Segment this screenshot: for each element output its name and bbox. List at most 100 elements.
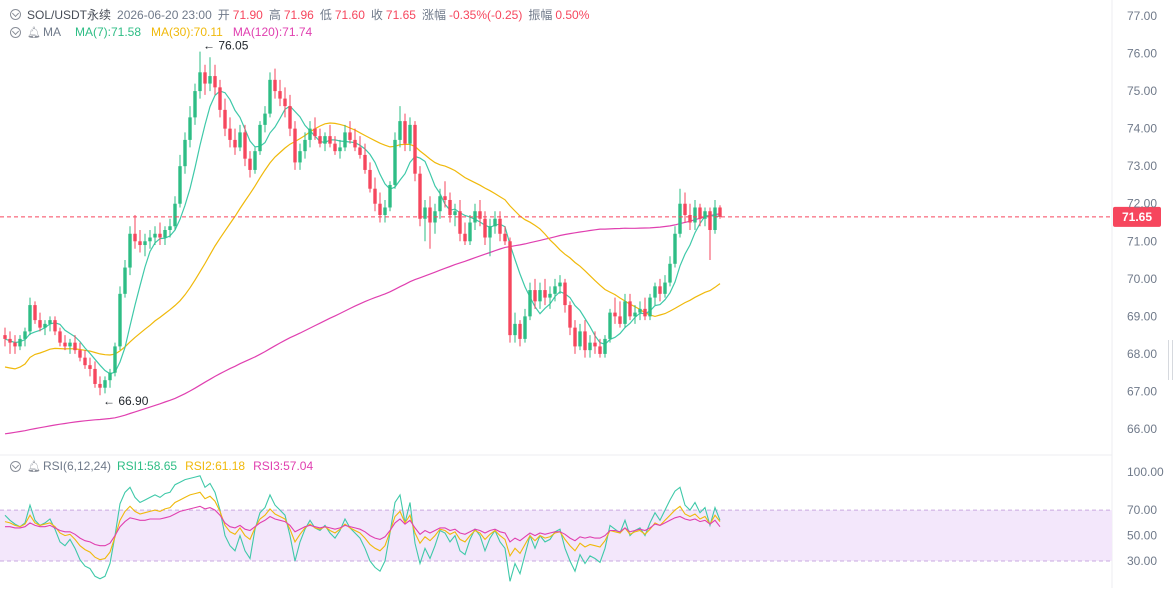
candle[interactable] — [618, 301, 622, 328]
candle[interactable] — [593, 331, 597, 354]
candle[interactable] — [643, 297, 647, 321]
candle[interactable] — [108, 368, 112, 388]
candle[interactable] — [263, 106, 267, 133]
candle[interactable] — [398, 106, 402, 148]
candle[interactable] — [118, 286, 122, 351]
candle[interactable] — [338, 139, 342, 159]
candle[interactable] — [403, 113, 407, 152]
candle[interactable] — [133, 214, 137, 249]
candle[interactable] — [68, 338, 72, 354]
candle[interactable] — [363, 143, 367, 174]
candle[interactable] — [303, 132, 307, 159]
collapse-chevron-icon[interactable] — [10, 9, 21, 20]
candle[interactable] — [613, 297, 617, 324]
candle[interactable] — [233, 128, 237, 155]
candle[interactable] — [563, 278, 567, 313]
candle[interactable] — [638, 301, 642, 321]
candle[interactable] — [543, 278, 547, 306]
candle[interactable] — [348, 121, 352, 144]
resize-handle[interactable] — [1168, 340, 1173, 380]
candle[interactable] — [273, 68, 277, 99]
candle[interactable] — [558, 275, 562, 294]
candle[interactable] — [553, 278, 557, 302]
candle[interactable] — [98, 376, 102, 396]
candle[interactable] — [368, 162, 372, 193]
candle[interactable] — [528, 282, 532, 321]
candle[interactable] — [183, 132, 187, 174]
candle[interactable] — [78, 342, 82, 362]
candle[interactable] — [18, 335, 22, 351]
candle[interactable] — [223, 98, 227, 137]
candle[interactable] — [253, 147, 257, 174]
candle[interactable] — [408, 117, 412, 152]
candle[interactable] — [678, 188, 682, 238]
candle[interactable] — [208, 57, 212, 92]
candle[interactable] — [663, 275, 667, 298]
candle[interactable] — [148, 230, 152, 249]
candle[interactable] — [483, 211, 487, 246]
candle[interactable] — [673, 226, 677, 268]
candle[interactable] — [578, 323, 582, 351]
candle[interactable] — [318, 128, 322, 148]
candle[interactable] — [278, 79, 282, 107]
candle[interactable] — [583, 320, 587, 358]
candle[interactable] — [198, 51, 202, 99]
candle[interactable] — [168, 218, 172, 238]
candle[interactable] — [438, 188, 442, 219]
candle[interactable] — [533, 278, 537, 309]
candle[interactable] — [508, 237, 512, 343]
collapse-chevron-icon[interactable] — [10, 26, 21, 38]
candle[interactable] — [53, 316, 57, 336]
candle[interactable] — [268, 72, 272, 118]
candle[interactable] — [328, 124, 332, 148]
candle[interactable] — [413, 121, 417, 182]
candle[interactable] — [488, 218, 492, 257]
candle[interactable] — [588, 335, 592, 358]
candle[interactable] — [388, 181, 392, 212]
candle[interactable] — [83, 350, 87, 369]
candle[interactable] — [113, 342, 117, 377]
candle[interactable] — [358, 136, 362, 159]
candle[interactable] — [283, 87, 287, 118]
bell-icon[interactable]: 🔔︎ — [27, 26, 41, 39]
candle[interactable] — [88, 357, 92, 377]
candle[interactable] — [648, 293, 652, 321]
candle[interactable] — [523, 308, 527, 343]
candle[interactable] — [608, 308, 612, 343]
candle[interactable] — [23, 327, 27, 347]
candle[interactable] — [323, 132, 327, 152]
candle[interactable] — [73, 335, 77, 354]
candle[interactable] — [128, 226, 132, 276]
candle[interactable] — [293, 121, 297, 170]
candle[interactable] — [573, 320, 577, 354]
candle[interactable] — [343, 124, 347, 152]
candle[interactable] — [153, 226, 157, 246]
candle[interactable] — [308, 121, 312, 148]
candle[interactable] — [138, 230, 142, 253]
candle[interactable] — [333, 136, 337, 155]
candle[interactable] — [163, 226, 167, 246]
candle[interactable] — [203, 64, 207, 95]
candle[interactable] — [8, 331, 12, 354]
candle[interactable] — [513, 312, 517, 343]
candle[interactable] — [668, 256, 672, 287]
candle[interactable] — [493, 211, 497, 234]
candle[interactable] — [218, 79, 222, 118]
candle[interactable] — [708, 207, 712, 261]
candle[interactable] — [448, 192, 452, 223]
candle[interactable] — [288, 94, 292, 137]
candle[interactable] — [258, 121, 262, 155]
candle[interactable] — [63, 335, 67, 351]
candle[interactable] — [423, 199, 427, 242]
candle[interactable] — [478, 199, 482, 227]
candle[interactable] — [298, 143, 302, 170]
candle[interactable] — [658, 278, 662, 302]
candle[interactable] — [683, 192, 687, 223]
candle[interactable] — [373, 177, 377, 212]
candle[interactable] — [718, 205, 722, 219]
candle[interactable] — [628, 293, 632, 321]
candle[interactable] — [633, 305, 637, 324]
candle[interactable] — [173, 196, 177, 231]
